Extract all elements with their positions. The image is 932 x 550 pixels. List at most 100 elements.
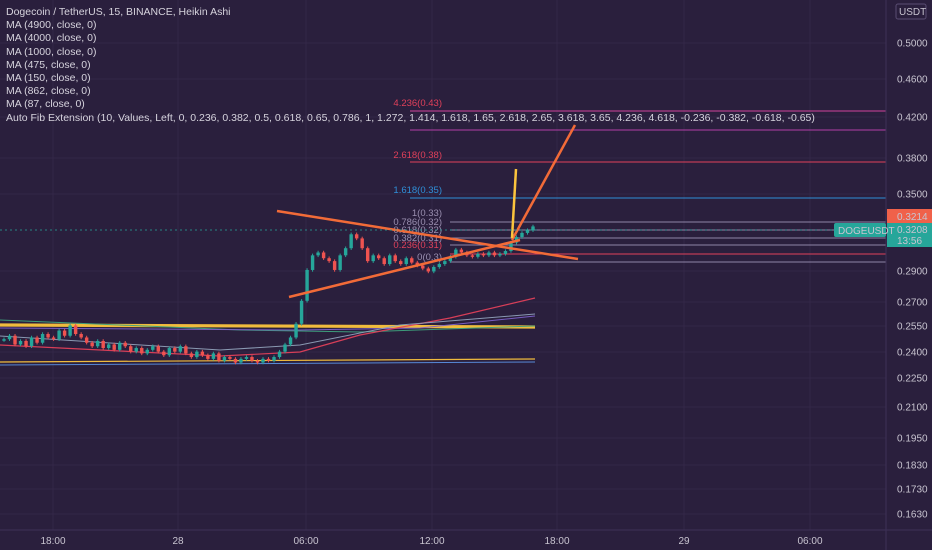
high-price-label: 0.3214 [897,212,928,223]
candle [299,300,304,324]
candle [503,251,508,254]
time-axis[interactable]: 18:00 28 06:00 12:00 18:00 29 06:00 [0,529,932,547]
price-tick-label: 0.2550 [897,322,928,333]
candle [377,255,381,259]
candle [261,358,265,363]
legend-ma-1000[interactable]: MA (1000, close, 0) [6,45,97,58]
candle [448,256,453,262]
candle [476,253,480,257]
legend-ma-150[interactable]: MA (150, close, 0) [6,71,91,84]
candle [283,344,287,352]
candle [211,353,216,359]
candle [266,358,271,361]
ma-line [0,361,536,366]
candle [46,334,50,338]
candle [338,255,342,270]
candle [294,323,298,338]
price-tick-label: 0.1730 [897,485,928,496]
candle [156,346,160,352]
candle [316,252,320,256]
fib-level-label: 1.618(0.35) [393,185,442,196]
chart-legend: Dogecoin / TetherUS, 15, BINANCE, Heikin… [6,6,815,125]
time-tick-label: 29 [678,536,690,547]
time-tick-label: 18:00 [40,536,65,547]
countdown-label: 13:56 [897,236,922,247]
candle [244,357,249,359]
candle [62,330,67,336]
ma-line [0,319,536,333]
candle [239,358,243,363]
yellow-spike-line[interactable] [510,168,518,239]
candle [18,340,23,345]
candle [90,342,94,347]
trend-drawings[interactable] [276,124,579,299]
fib-level-label: 0(0.3) [417,252,442,263]
candle [288,337,293,345]
fib-level-label: 4.236(0.43) [393,98,442,109]
legend-ma-4900[interactable]: MA (4900, close, 0) [6,19,97,32]
symbol-badge[interactable] [834,223,886,237]
candle [388,255,392,265]
fib-level-label: 1(0.33) [412,208,442,219]
candle [437,264,442,267]
candle [470,255,475,257]
candle [222,357,227,361]
last-price-label: 0.3208 [897,225,928,236]
legend-ma-862[interactable]: MA (862, close, 0) [6,85,91,98]
ma-line [0,313,536,351]
legend-ma-87[interactable]: MA (87, close, 0) [6,98,85,111]
time-tick-label: 06:00 [293,536,318,547]
ascending-trendline[interactable] [288,238,521,299]
candle [51,337,56,340]
legend-ma-4000[interactable]: MA (4000, close, 0) [6,32,97,45]
candle [492,252,497,256]
time-tick-label: 28 [172,536,184,547]
currency-badge[interactable] [895,3,927,20]
price-tick-label: 0.4600 [897,75,928,86]
legend-ma-475[interactable]: MA (475, close, 0) [6,58,91,71]
currency-label: USDT [899,7,926,18]
candle [84,337,89,343]
candle [217,353,221,361]
candle [73,325,78,335]
projection-arrow-line[interactable] [510,124,577,241]
candle [509,242,513,252]
candle [498,253,502,256]
candle [162,351,166,356]
ma-line [0,323,536,329]
candle [481,253,486,256]
candle [106,344,111,349]
candle [277,351,282,358]
candle [189,353,194,358]
candle [531,226,535,231]
candle [167,348,172,356]
candle [305,269,309,301]
candle [35,337,39,343]
ma-line [0,297,536,357]
descending-trendline[interactable] [276,209,579,261]
candle [184,346,188,354]
price-tick-label: 0.1630 [897,510,928,521]
legend-auto-fib-extension[interactable]: Auto Fib Extension (10, Values, Left, 0,… [6,111,815,124]
candle [195,351,199,358]
price-tick-label: 0.1830 [897,461,928,472]
candle [57,330,61,340]
time-tick-label: 06:00 [797,536,822,547]
candle [112,344,116,350]
symbol-label: DOGEUSDT [838,226,895,237]
price-tick-label: 0.3800 [897,154,928,165]
candle [79,334,83,338]
fib-extension: 4.236(0.43) 2.618(0.38) 1.618(0.35) 1(0.33)… [393,98,886,263]
candle [404,258,408,265]
candle [343,248,348,256]
time-tick-label: 18:00 [544,536,569,547]
candle [95,340,100,347]
price-tick-label: 0.2250 [897,374,928,385]
candle [421,265,425,269]
price-tick-label: 0.5000 [897,39,928,50]
candle [332,261,337,270]
